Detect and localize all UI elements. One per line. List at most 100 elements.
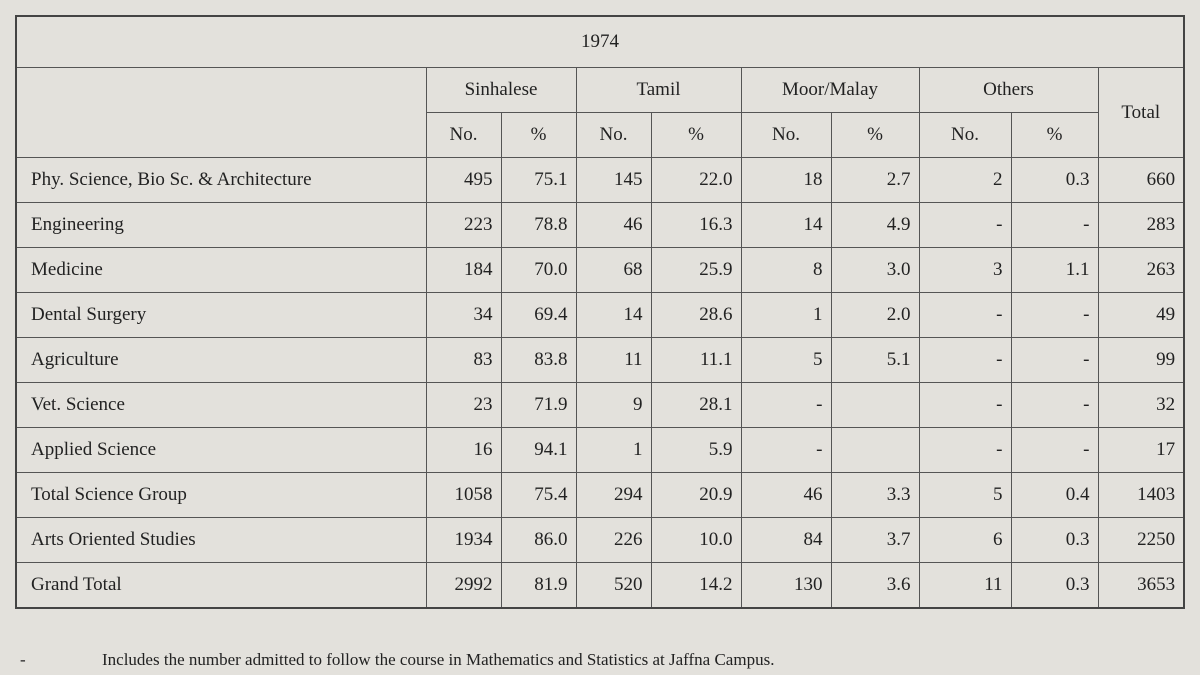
sub-header: No. xyxy=(425,112,502,158)
cell: - xyxy=(1010,337,1099,383)
cell: 69.4 xyxy=(500,292,577,338)
cell: 226 xyxy=(575,517,652,563)
cell: 99 xyxy=(1097,337,1185,383)
cell: 2.0 xyxy=(830,292,920,338)
data-row: Phy. Science, Bio Sc. & Architecture 495 7… xyxy=(15,157,1185,203)
sub-header: % xyxy=(650,112,742,158)
sub-header: % xyxy=(500,112,577,158)
cell xyxy=(830,427,920,473)
sub-header-row: No.% No.% No.% No.% xyxy=(16,112,1184,158)
cell: 145 xyxy=(575,157,652,203)
cell: 294 xyxy=(575,472,652,518)
group-header-row: Sinhalese Tamil Moor/Malay Others Total xyxy=(15,67,1185,158)
cell: - xyxy=(1010,427,1099,473)
sub-header: % xyxy=(830,112,920,158)
group-header: Tamil xyxy=(575,67,742,113)
cell: - xyxy=(918,292,1012,338)
cell: 2992 xyxy=(425,562,502,609)
cell: - xyxy=(740,382,832,428)
cell: 1058 xyxy=(425,472,502,518)
data-row: Dental Surgery 34 69.4 14 28.6 1 2.0- -49 xyxy=(15,292,1185,338)
cell: 495 xyxy=(425,157,502,203)
cell: 0.4 xyxy=(1010,472,1099,518)
cell: 68 xyxy=(575,247,652,293)
cell: - xyxy=(1010,202,1099,248)
cell: 0.3 xyxy=(1010,562,1099,609)
cell: 2 xyxy=(918,157,1012,203)
cell: 3.7 xyxy=(830,517,920,563)
cell: - xyxy=(918,202,1012,248)
admissions-table: 1974 Sinhalese Tamil Moor/Malay Others Total N… xyxy=(15,15,1186,609)
data-row: Agriculture 83 83.8 11 11.1 5 5.1- -99 xyxy=(15,337,1185,383)
cell: 70.0 xyxy=(500,247,577,293)
cell: 81.9 xyxy=(500,562,577,609)
cell: 0.3 xyxy=(1010,157,1099,203)
cell: 75.1 xyxy=(500,157,577,203)
cell: 0.3 xyxy=(1010,517,1099,563)
cell: 4.9 xyxy=(830,202,920,248)
cell: 83.8 xyxy=(500,337,577,383)
cell: 22.0 xyxy=(650,157,742,203)
row-label: Phy. Science, Bio Sc. & Architecture xyxy=(15,157,427,203)
row-label: Agriculture xyxy=(15,337,427,383)
cell: 1403 xyxy=(1097,472,1185,518)
cell: - xyxy=(918,427,1012,473)
cell: 49 xyxy=(1097,292,1185,338)
data-row: Medicine 184 70.0 68 25.9 8 3.0 3 1.1 263 xyxy=(15,247,1185,293)
cell: 78.8 xyxy=(500,202,577,248)
cell: 16.3 xyxy=(650,202,742,248)
blank-header xyxy=(15,67,427,158)
cell: 11.1 xyxy=(650,337,742,383)
cell: 5.1 xyxy=(830,337,920,383)
cell: 32 xyxy=(1097,382,1185,428)
row-label: Engineering xyxy=(15,202,427,248)
row-label: Total Science Group xyxy=(15,472,427,518)
cell: 14.2 xyxy=(650,562,742,609)
cell: 263 xyxy=(1097,247,1185,293)
cell: 28.1 xyxy=(650,382,742,428)
footnote-marker: - xyxy=(20,650,26,669)
table-title: 1974 xyxy=(15,15,1185,68)
cell: 3 xyxy=(918,247,1012,293)
cell: 3.0 xyxy=(830,247,920,293)
row-label: Applied Science xyxy=(15,427,427,473)
cell: 86.0 xyxy=(500,517,577,563)
sub-header: No. xyxy=(575,112,652,158)
sub-header: No. xyxy=(918,112,1012,158)
cell: 3.6 xyxy=(830,562,920,609)
cell: 1934 xyxy=(425,517,502,563)
cell: 6 xyxy=(918,517,1012,563)
row-label: Medicine xyxy=(15,247,427,293)
cell: 46 xyxy=(575,202,652,248)
cell: 8 xyxy=(740,247,832,293)
cell: 84 xyxy=(740,517,832,563)
cell: 11 xyxy=(918,562,1012,609)
cell: 3653 xyxy=(1097,562,1185,609)
cell: - xyxy=(740,427,832,473)
cell: 83 xyxy=(425,337,502,383)
cell: 46 xyxy=(740,472,832,518)
sub-header: % xyxy=(1010,112,1099,158)
cell: 94.1 xyxy=(500,427,577,473)
footnote-text: Includes the number admitted to follow t… xyxy=(102,650,775,669)
cell: - xyxy=(1010,292,1099,338)
data-row: Grand Total 2992 81.9 520 14.2 130 3.6 11 0.3 365… xyxy=(15,562,1185,609)
cell: 18 xyxy=(740,157,832,203)
group-header: Moor/Malay xyxy=(740,67,920,113)
row-label: Arts Oriented Studies xyxy=(15,517,427,563)
cell: 9 xyxy=(575,382,652,428)
data-row: Applied Science 16 94.1 1 5.9- - -17 xyxy=(15,427,1185,473)
cell: 71.9 xyxy=(500,382,577,428)
cell: 11 xyxy=(575,337,652,383)
cell: - xyxy=(1010,382,1099,428)
cell: 283 xyxy=(1097,202,1185,248)
cell: 223 xyxy=(425,202,502,248)
cell: 14 xyxy=(740,202,832,248)
cell: - xyxy=(918,382,1012,428)
group-header: Others xyxy=(918,67,1099,113)
cell: 130 xyxy=(740,562,832,609)
cell: 184 xyxy=(425,247,502,293)
cell: 28.6 xyxy=(650,292,742,338)
cell: 23 xyxy=(425,382,502,428)
